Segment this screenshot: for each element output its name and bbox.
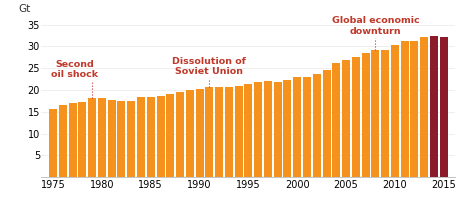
Bar	[361, 53, 369, 177]
Bar	[195, 89, 203, 177]
Bar	[244, 84, 252, 177]
Bar	[68, 103, 77, 177]
Bar	[312, 74, 320, 177]
Bar	[341, 60, 349, 177]
Bar	[439, 37, 447, 177]
Bar	[254, 82, 262, 177]
Bar	[429, 36, 437, 177]
Bar	[292, 77, 301, 177]
Bar	[380, 50, 388, 177]
Bar	[302, 77, 310, 177]
Text: Gt: Gt	[18, 4, 31, 14]
Text: Global economic
downturn: Global economic downturn	[331, 16, 418, 36]
Bar	[59, 105, 67, 177]
Bar	[370, 50, 379, 177]
Bar	[224, 87, 232, 177]
Bar	[166, 94, 174, 177]
Bar	[117, 101, 125, 177]
Bar	[234, 86, 242, 177]
Bar	[205, 87, 213, 177]
Bar	[88, 98, 96, 177]
Bar	[419, 37, 427, 177]
Bar	[273, 82, 281, 177]
Bar	[176, 92, 184, 177]
Text: Dissolution of
Soviet Union: Dissolution of Soviet Union	[172, 57, 246, 76]
Bar	[215, 87, 223, 177]
Bar	[400, 41, 408, 177]
Bar	[78, 102, 86, 177]
Bar	[127, 101, 135, 177]
Bar	[98, 98, 106, 177]
Bar	[263, 81, 271, 177]
Bar	[331, 63, 340, 177]
Bar	[49, 109, 57, 177]
Bar	[351, 57, 359, 177]
Bar	[156, 96, 164, 177]
Bar	[283, 80, 291, 177]
Bar	[107, 100, 116, 177]
Bar	[409, 41, 418, 177]
Bar	[322, 70, 330, 177]
Bar	[137, 97, 145, 177]
Bar	[390, 45, 398, 177]
Text: Second
oil shock: Second oil shock	[51, 60, 98, 79]
Bar	[185, 90, 193, 177]
Bar	[146, 97, 154, 177]
